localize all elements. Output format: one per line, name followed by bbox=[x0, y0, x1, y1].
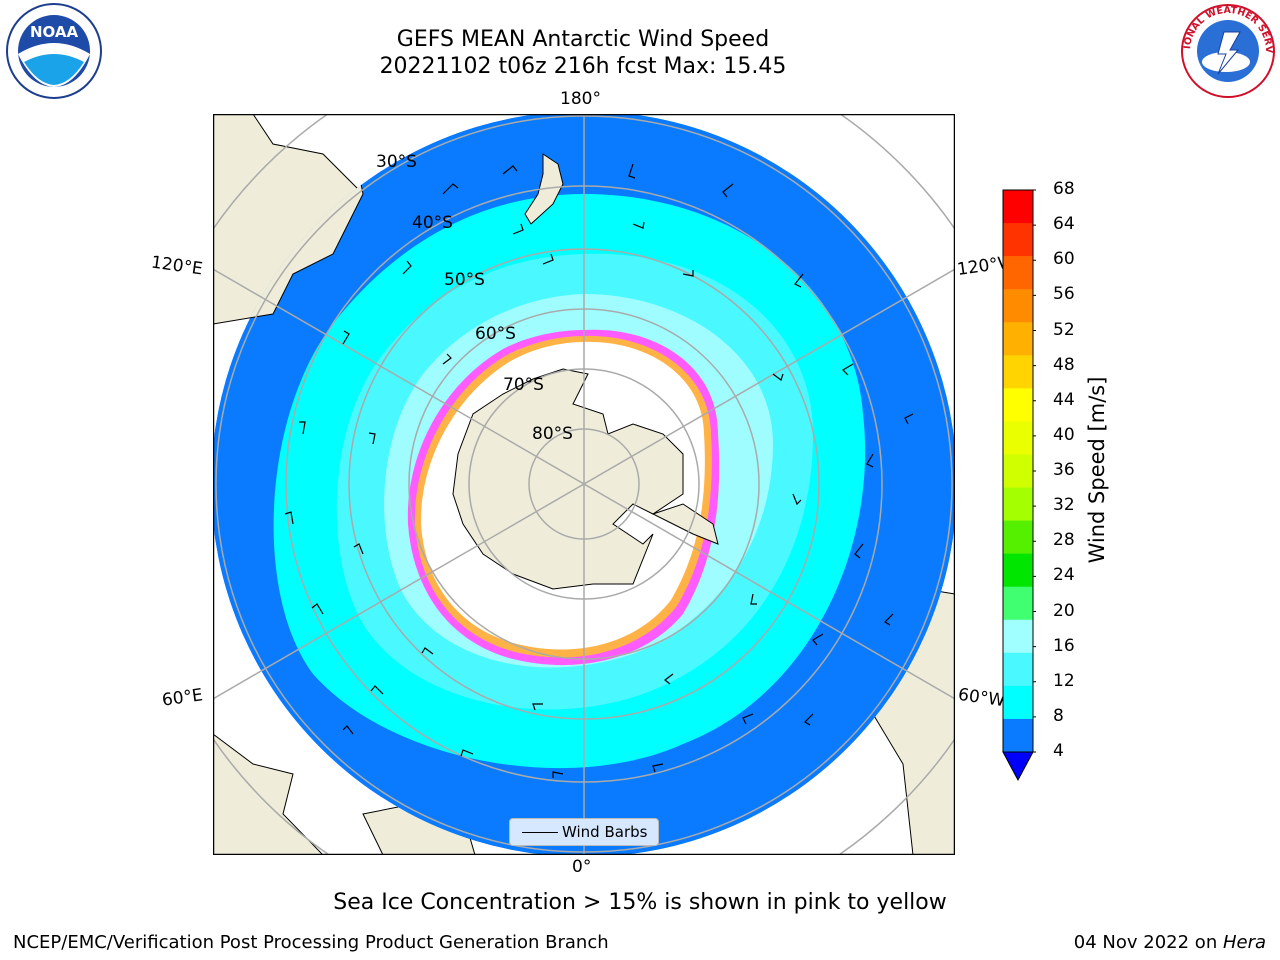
map-frame bbox=[213, 114, 955, 855]
lat-label-60s: 60°S bbox=[475, 324, 516, 344]
colorbar-tick-label: 48 bbox=[1053, 354, 1075, 375]
colorbar-tick-label: 60 bbox=[1053, 249, 1075, 270]
colorbar-band bbox=[1003, 190, 1033, 224]
lon-label-0: 0° bbox=[572, 857, 592, 877]
colorbar-tick-label: 32 bbox=[1053, 495, 1075, 516]
colorbar-band bbox=[1003, 256, 1033, 290]
colorbar-band bbox=[1003, 421, 1033, 455]
wind-speed-colorbar bbox=[1002, 189, 1036, 782]
map-subtitle: 20221102 t06z 216h fcst Max: 15.45 bbox=[379, 54, 787, 79]
colorbar-band bbox=[1003, 652, 1033, 687]
lon-label-60w: 60°W bbox=[956, 684, 1007, 712]
sea-ice-caption: Sea Ice Concentration > 15% is shown in … bbox=[333, 890, 947, 915]
wind-barbs bbox=[284, 163, 914, 778]
antarctic-peninsula bbox=[651, 503, 719, 545]
colorbar-band bbox=[1003, 718, 1033, 753]
colorbar-tick-label: 36 bbox=[1053, 460, 1075, 480]
lat-label-80s: 80°S bbox=[532, 424, 573, 444]
footer-credit: NCEP/EMC/Verification Post Processing Pr… bbox=[13, 932, 609, 953]
lat-label-40s: 40°S bbox=[412, 213, 453, 233]
colorbar-band bbox=[1003, 520, 1033, 555]
lat-label-50s: 50°S bbox=[444, 270, 485, 290]
colorbar-band bbox=[1003, 685, 1033, 720]
colorbar-tick-label: 12 bbox=[1053, 670, 1075, 691]
footer-machine: Hera bbox=[1222, 932, 1266, 953]
lon-label-120e: 120°E bbox=[149, 252, 204, 280]
colorbar-tick-label: 68 bbox=[1053, 179, 1075, 199]
colorbar-tick-label: 20 bbox=[1053, 600, 1075, 621]
colorbar-band bbox=[1003, 487, 1033, 522]
nws-logo-icon: NATIONAL WEATHER SERVICE bbox=[1178, 2, 1275, 98]
colorbar-tick-label: 4 bbox=[1053, 741, 1064, 761]
colorbar-band bbox=[1003, 553, 1033, 588]
colorbar-band bbox=[1003, 322, 1033, 356]
map-legend: Wind Barbs bbox=[509, 818, 659, 846]
africa-landmass bbox=[213, 733, 324, 855]
legend-label: Wind Barbs bbox=[562, 823, 648, 841]
map-title: GEFS MEAN Antarctic Wind Speed bbox=[396, 27, 770, 52]
footer-date-text: 04 Nov 2022 on bbox=[1073, 932, 1223, 953]
colorbar-tick-label: 24 bbox=[1053, 565, 1075, 586]
colorbar-extend-arrow bbox=[1002, 751, 1034, 782]
colorbar-band bbox=[1003, 454, 1033, 489]
lon-label-60e: 60°E bbox=[160, 685, 205, 711]
colorbar-tick-label: 16 bbox=[1053, 635, 1075, 656]
colorbar-tick-label: 56 bbox=[1053, 284, 1075, 305]
lon-label-180: 180° bbox=[560, 89, 601, 109]
antarctica-landmass bbox=[452, 368, 684, 590]
colorbar-tick-label: 52 bbox=[1053, 319, 1075, 340]
colorbar-tick-label: 64 bbox=[1053, 214, 1075, 235]
lat-label-70s: 70°S bbox=[503, 375, 544, 395]
colorbar-tick-label: 44 bbox=[1053, 389, 1075, 410]
colorbar-band bbox=[1003, 586, 1033, 621]
colorbar-title: Wind Speed [m/s] bbox=[1085, 376, 1109, 564]
colorbar-tick-label: 40 bbox=[1053, 424, 1075, 445]
colorbar-band bbox=[1003, 619, 1033, 654]
colorbar-tick-label: 8 bbox=[1053, 705, 1064, 726]
colorbar-band bbox=[1003, 289, 1033, 323]
colorbar-band bbox=[1003, 355, 1033, 389]
polar-map bbox=[213, 114, 955, 855]
noaa-logo-icon: NOAA bbox=[6, 3, 102, 99]
colorbar-band bbox=[1003, 223, 1033, 257]
lat-label-30s: 30°S bbox=[376, 152, 417, 172]
colorbar-band bbox=[1003, 388, 1033, 422]
footer-date: 04 Nov 2022 on Hera bbox=[1074, 932, 1266, 953]
graticule bbox=[213, 114, 955, 855]
wind-barb-legend-icon bbox=[522, 832, 558, 833]
noaa-logo-text: NOAA bbox=[30, 23, 79, 41]
colorbar-tick-label: 28 bbox=[1053, 530, 1075, 551]
